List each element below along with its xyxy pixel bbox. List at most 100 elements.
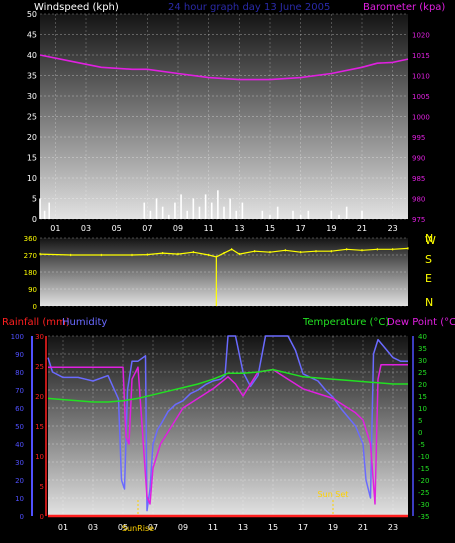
direction-degree-ticks: 0 90 180 270 360 [24, 235, 37, 311]
temp-x-tick-label: 19 [328, 523, 338, 532]
compass-tick-label: N [425, 296, 433, 309]
wind-x-tick-label: 09 [173, 224, 183, 233]
temperature-tick-label: -25 [418, 489, 429, 497]
humidity-tick-label: 70 [15, 387, 24, 395]
windspeed-tick-label: 35 [27, 72, 37, 81]
dewpoint-axis-title: Dew Point (°C) [387, 317, 455, 328]
windspeed-tick-label: 0 [32, 215, 37, 224]
rainfall-tick-label: 20 [35, 393, 44, 401]
temperature-tick-label: -20 [418, 477, 429, 485]
windspeed-tick-label: 5 [32, 195, 37, 204]
windspeed-tick-label: 25 [27, 113, 37, 122]
wind-x-tick-label: 05 [112, 224, 122, 233]
wind-grid [40, 13, 408, 220]
temperature-tick-label: 10 [418, 405, 427, 413]
wind-x-tick-label: 01 [50, 224, 60, 233]
temp-x-tick-label: 21 [358, 523, 368, 532]
humidity-line [47, 335, 408, 512]
wind-x-tick-label: 11 [204, 224, 214, 233]
windspeed-tick-label: 30 [27, 92, 37, 101]
rainfall-tick-label: 10 [35, 453, 44, 461]
barometer-tick-label: 1005 [412, 93, 430, 101]
rainfall-tick-label: 5 [40, 483, 44, 491]
rainfall-tick-label: 25 [35, 363, 44, 371]
temp-x-ticks: 01 03 05 07 09 11 13 15 17 19 21 23 [58, 523, 398, 532]
temperature-tick-label: -5 [418, 441, 425, 449]
temp-x-tick-label: 09 [178, 523, 188, 532]
temperature-tick-label: -30 [418, 501, 429, 509]
windspeed-tick-label: 15 [27, 154, 37, 163]
windspeed-axis-title: Windspeed (kph) [34, 2, 119, 13]
temperature-line [47, 368, 408, 403]
temperature-tick-label: 40 [418, 333, 427, 341]
humidity-tick-label: 100 [11, 333, 24, 341]
temperature-axis-title: Temperature (°C) [302, 317, 389, 328]
barometer-tick-label: 1000 [412, 114, 430, 122]
rainfall-tick-label: 0 [40, 513, 44, 521]
temp-x-tick-label: 03 [88, 523, 98, 532]
temperature-tick-label: 25 [418, 369, 427, 377]
humidity-tick-label: 10 [15, 495, 24, 503]
windspeed-tick-label: 20 [27, 133, 37, 142]
direction-tick-label: 360 [24, 235, 37, 243]
wind-direction-trace [39, 247, 409, 258]
barometer-tick-label: 985 [412, 175, 425, 183]
windspeed-ticks: 0 5 10 15 20 25 30 35 40 45 50 [27, 10, 37, 224]
compass-tick-label: W [425, 234, 436, 247]
temperature-tick-label: 5 [418, 417, 422, 425]
barometer-tick-label: 990 [412, 155, 425, 163]
windspeed-tick-label: 50 [27, 10, 37, 19]
humidity-tick-label: 20 [15, 477, 24, 485]
sun-marker-label: Sun Set [318, 490, 349, 499]
direction-tick-label: 270 [24, 252, 37, 260]
wind-x-tick-label: 21 [357, 224, 367, 233]
windspeed-tick-label: 45 [27, 31, 37, 40]
sun-annotations: SunRise Sun Set [122, 490, 349, 533]
barometer-axis-title: Barometer (kpa) [363, 2, 445, 13]
compass-tick-label: N [425, 232, 433, 245]
windspeed-tick-label: 40 [27, 51, 37, 60]
direction-series [39, 247, 409, 306]
temperature-tick-label: -35 [418, 513, 429, 521]
temperature-tick-label: 15 [418, 393, 427, 401]
temp-x-tick-label: 05 [118, 523, 128, 532]
wind-x-tick-label: 23 [388, 224, 398, 233]
temperature-tick-label: 35 [418, 345, 427, 353]
compass-tick-label: E [425, 272, 432, 285]
humidity-tick-label: 90 [15, 351, 24, 359]
humidity-tick-label: 50 [15, 423, 24, 431]
barometer-tick-label: 980 [412, 196, 425, 204]
wind-x-tick-label: 07 [142, 224, 152, 233]
humidity-tick-label: 0 [20, 513, 24, 521]
temp-x-tick-label: 07 [148, 523, 158, 532]
wind-x-tick-label: 03 [81, 224, 91, 233]
wind-x-ticks: 01 03 05 07 09 11 13 15 17 19 21 23 [50, 224, 398, 233]
windspeed-tick-label: 10 [27, 174, 37, 183]
rainfall-ticks: 0 5 10 15 20 25 30 [35, 333, 44, 521]
barometer-tick-label: 995 [412, 134, 425, 142]
barometer-tick-label: 975 [412, 216, 425, 224]
humidity-tick-label: 30 [15, 459, 24, 467]
wind-series [39, 54, 409, 219]
barometer-line [39, 54, 409, 81]
rainfall-tick-label: 30 [35, 333, 44, 341]
temp-x-tick-label: 15 [268, 523, 278, 532]
humidity-ticks: 0 10 20 30 40 50 60 70 80 90 100 [11, 333, 24, 521]
chart-title: 24 hour graph day 13 June 2005 [168, 2, 330, 13]
sun-marker-label: SunRise [122, 524, 154, 533]
wind-x-tick-label: 17 [296, 224, 306, 233]
barometer-ticks: 975 980 985 990 995 1000 1005 1010 1015 1020 [412, 32, 430, 225]
temp-x-tick-label: 11 [208, 523, 218, 532]
wind-x-tick-label: 15 [265, 224, 275, 233]
temp-x-tick-label: 01 [58, 523, 68, 532]
direction-tick-label: 180 [24, 269, 37, 277]
temperature-tick-label: 30 [418, 357, 427, 365]
compass-tick-label: S [425, 253, 432, 266]
humidity-tick-label: 80 [15, 369, 24, 377]
temperature-tick-label: 0 [418, 429, 422, 437]
temperature-ticks: -35 -30 -25 -20 -15 -10 -5 0 5 10 15 20 25 30 35 40 [418, 333, 429, 521]
temp-x-tick-label: 17 [298, 523, 308, 532]
temperature-tick-label: 20 [418, 381, 427, 389]
